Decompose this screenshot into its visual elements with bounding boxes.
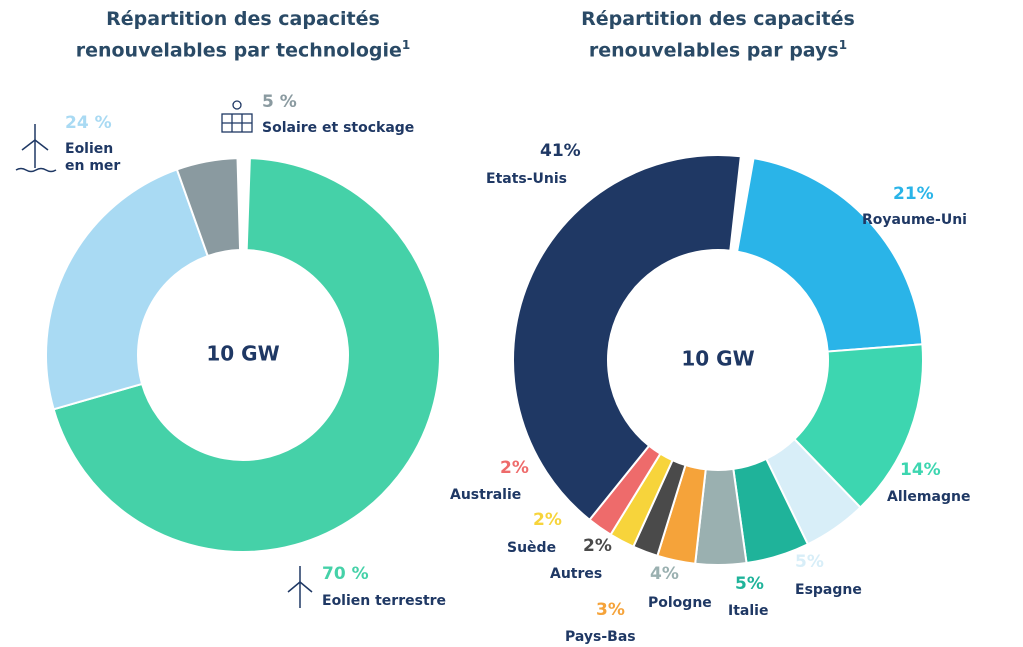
category-label: Eolien terrestre — [322, 593, 447, 609]
value-label-box: 24 % — [65, 115, 112, 132]
category-label-box: Eolien en mer — [65, 141, 135, 175]
value-label-box: 3% — [596, 602, 625, 619]
category-label-box: Autres — [550, 566, 610, 583]
value-label-box: 21% — [893, 186, 934, 203]
category-label-box: Suède — [507, 540, 567, 557]
slice — [175, 157, 242, 258]
value-label: 5% — [795, 552, 824, 572]
category-label: Australie — [450, 487, 522, 503]
chart-title: Répartition des capacités renouvelables … — [548, 6, 888, 63]
category-label-box: Australie — [450, 487, 540, 504]
center-label: 10 GW — [206, 342, 279, 366]
value-label-box: 5 % — [262, 94, 297, 111]
value-label: 2% — [500, 458, 529, 478]
category-label-box: Pays-Bas — [565, 629, 655, 646]
category-label-box: Eolien terrestre — [322, 593, 492, 610]
title-text: Répartition des capacités renouvelables … — [581, 8, 855, 62]
value-label: 2% — [583, 536, 612, 556]
title-superscript: 1 — [838, 38, 848, 52]
category-label-box: Espagne — [795, 582, 895, 599]
category-label: Etats-Unis — [486, 171, 568, 187]
value-label: 14% — [900, 460, 941, 480]
category-label: Royaume-Uni — [862, 212, 967, 228]
category-label: Solaire et stockage — [262, 120, 415, 136]
value-label: 2% — [533, 510, 562, 530]
center-label: 10 GW — [681, 347, 754, 371]
value-label-box: 2% — [500, 460, 529, 477]
value-label-box: 41% — [540, 143, 581, 160]
slice — [512, 154, 742, 522]
value-label-box: 70 % — [322, 566, 369, 583]
category-label: Pologne — [648, 595, 712, 611]
value-label: 21% — [893, 184, 934, 204]
solar-icon — [221, 100, 253, 133]
value-label: 3% — [596, 600, 625, 620]
slice — [735, 156, 924, 353]
category-label: Suède — [507, 540, 557, 556]
value-label-box: 2% — [583, 538, 612, 555]
value-label: 70 % — [322, 564, 369, 584]
category-label-box: Allemagne — [887, 489, 1007, 506]
title-superscript: 1 — [401, 38, 411, 52]
category-label-box: Italie — [728, 603, 788, 620]
value-label: 5% — [735, 574, 764, 594]
value-label-box: 14% — [900, 462, 941, 479]
value-label: 4% — [650, 564, 679, 584]
turbine-icon — [15, 124, 313, 608]
value-label: 41% — [540, 141, 581, 161]
category-label-box: Solaire et stockage — [262, 120, 462, 137]
value-label-box: 4% — [650, 566, 679, 583]
value-label-box: 5% — [795, 554, 824, 571]
slice — [52, 157, 441, 553]
value-label-box: 5% — [735, 576, 764, 593]
category-label: Autres — [550, 566, 603, 582]
value-label-box: 2% — [533, 512, 562, 529]
category-label-box: Etats-Unis — [486, 171, 606, 188]
value-label: 24 % — [65, 113, 112, 133]
title-text: Répartition des capacités renouvelables … — [75, 8, 402, 62]
value-label: 5 % — [262, 92, 297, 112]
category-label: Pays-Bas — [565, 629, 636, 645]
category-label: Italie — [728, 603, 769, 619]
slice — [45, 168, 210, 411]
category-label-box: Royaume-Uni — [862, 212, 1022, 229]
category-label: Espagne — [795, 582, 862, 598]
category-label-box: Pologne — [648, 595, 728, 612]
category-label: Eolien en mer — [65, 141, 121, 174]
chart-title: Répartition des capacités renouvelables … — [73, 6, 413, 63]
category-label: Allemagne — [887, 489, 971, 505]
